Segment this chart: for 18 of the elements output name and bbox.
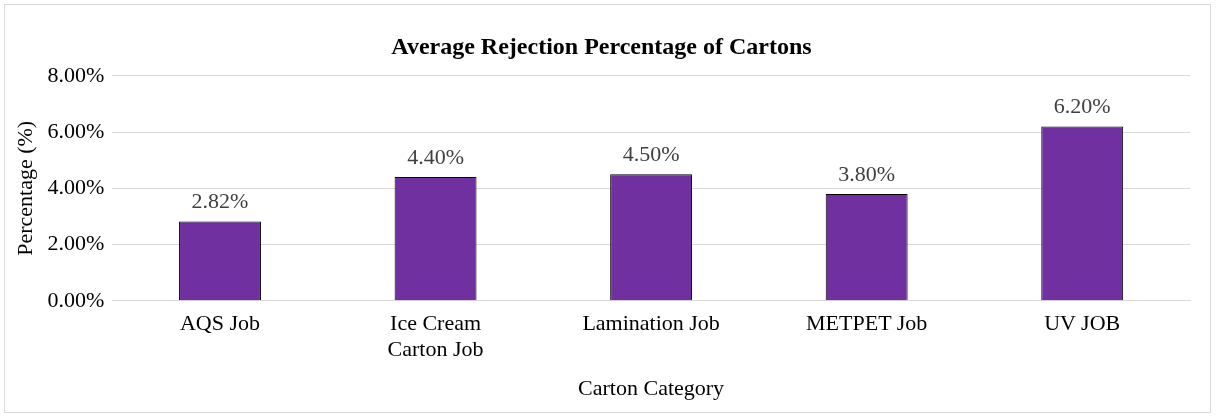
chart-title: Average Rejection Percentage of Cartons [391, 32, 812, 59]
data-label: 4.40% [407, 143, 464, 169]
y-tick-label: 0.00% [47, 286, 105, 312]
y-tick-label: 4.00% [47, 174, 105, 200]
y-tick-label: 6.00% [47, 117, 105, 143]
data-label: 3.80% [838, 160, 896, 186]
x-axis-title: Carton Category [578, 374, 725, 400]
y-tick-label: 8.00% [47, 61, 105, 87]
x-tick-label: UV JOB [1044, 309, 1121, 335]
data-label: 4.50% [622, 141, 680, 167]
data-label: 2.82% [191, 188, 249, 214]
x-tick-label: Ice Cream Carton Job [387, 309, 484, 362]
y-axis-title: Percentage (%) [11, 120, 37, 256]
x-tick-label: AQS Job [179, 309, 261, 335]
x-tick-label: METPET Job [806, 309, 928, 335]
y-tick-label: 2.00% [47, 230, 105, 256]
x-tick-label: Lamination Job [582, 309, 720, 335]
data-label: 6.20% [1053, 93, 1111, 119]
